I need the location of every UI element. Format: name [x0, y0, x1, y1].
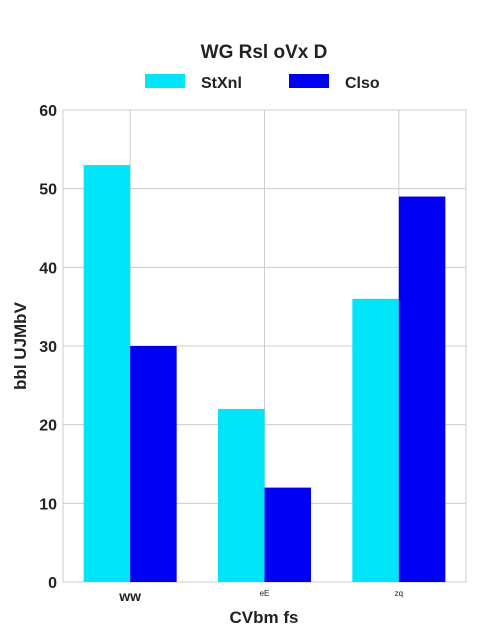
- y-tick-label: 20: [39, 418, 57, 435]
- legend-swatch-stxnl: [145, 74, 185, 88]
- y-tick-label: 60: [39, 103, 57, 120]
- x-axis-ticks: ww eE zq: [118, 588, 403, 604]
- y-tick-label: 0: [48, 575, 57, 592]
- chart-title: WG Rsl oVx D: [201, 42, 328, 63]
- bar-clso-zq: [398, 196, 446, 583]
- bar-stxnl-eE: [218, 408, 265, 582]
- x-tick-label: zq: [395, 589, 403, 598]
- legend-swatch-clso: [289, 74, 329, 88]
- y-axis-ticks: 0 10 20 30 40 50 60: [39, 103, 57, 592]
- plot-area: [62, 109, 467, 583]
- y-axis-label: bbl UJMbV: [11, 301, 30, 389]
- x-axis-label: CVbm fs: [230, 608, 299, 627]
- legend-label-stxnl: StXnl: [201, 75, 242, 92]
- bars: [83, 165, 446, 583]
- y-tick-label: 10: [39, 496, 57, 513]
- x-tick-label: eE: [260, 589, 270, 598]
- legend-label-clso: Clso: [345, 75, 380, 92]
- legend: StXnl Clso: [145, 74, 380, 92]
- y-tick-label: 30: [39, 339, 57, 356]
- bar-clso-ww: [130, 346, 177, 582]
- x-tick-label: ww: [118, 588, 141, 604]
- bar-stxnl-ww: [83, 165, 131, 583]
- y-tick-label: 40: [39, 260, 57, 277]
- y-tick-label: 50: [39, 182, 57, 199]
- bar-clso-eE: [264, 487, 311, 582]
- bar-stxnl-zq: [352, 298, 399, 582]
